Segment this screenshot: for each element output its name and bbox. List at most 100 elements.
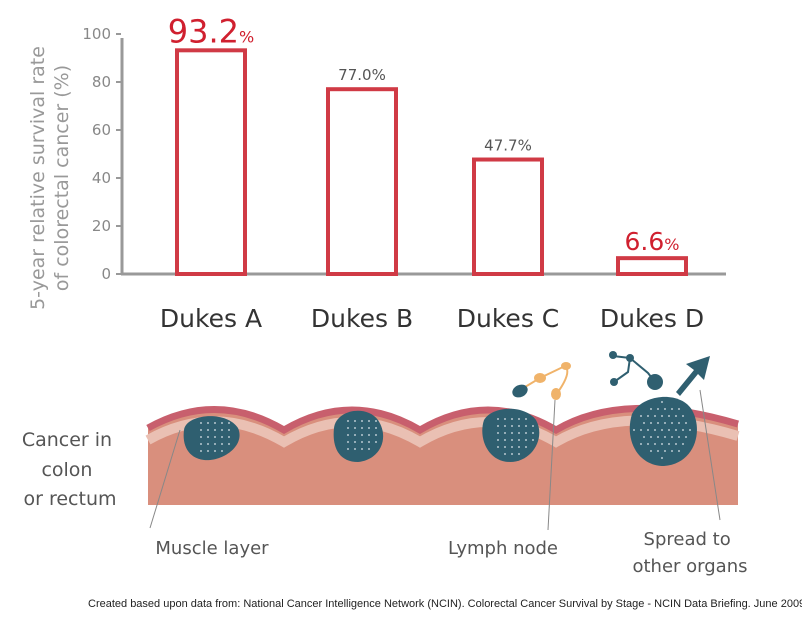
side-label-line1: Cancer in: [22, 429, 112, 451]
bar-value-percent: %: [239, 27, 254, 46]
bar-value-percent: %: [664, 235, 679, 254]
y-axis-label-line2: of colorectal cancer (%): [51, 65, 73, 291]
y-tick-label: 60: [92, 121, 111, 139]
y-tick-label: 0: [101, 265, 111, 283]
tumour-dot: [647, 443, 649, 445]
y-axis-label-line1: 5-year relative survival rate: [27, 46, 49, 310]
side-label: Cancer in colon or rectum: [22, 429, 118, 510]
source-footnote: Created based upon data from: National C…: [88, 598, 802, 610]
tumour-dot: [354, 420, 356, 422]
tumour-dot: [532, 439, 534, 441]
tumour-dot: [661, 415, 663, 417]
tumour-dot: [682, 429, 684, 431]
spread-label-line2: other organs: [632, 556, 747, 577]
tumour-dot: [689, 429, 691, 431]
colon-illustration: [145, 351, 740, 531]
lymph-node-icon: [534, 373, 546, 383]
tumour-dot: [657, 408, 659, 410]
tumour-dot: [347, 434, 349, 436]
cancer-cell-icon: [512, 384, 528, 398]
tumour-dot: [354, 434, 356, 436]
bar-value-label: 77.0%: [338, 66, 386, 84]
bar-value-percent: %: [518, 137, 532, 155]
tumour-dot: [504, 425, 506, 427]
tumour-dot: [207, 436, 209, 438]
tumour-dot: [354, 448, 356, 450]
tumour-dot: [675, 415, 677, 417]
lymph-node-label: Lymph node: [448, 538, 558, 559]
tumour-dot: [664, 408, 666, 410]
tumour-dot: [654, 415, 656, 417]
tumour-dot: [518, 439, 520, 441]
tumour-dot: [640, 443, 642, 445]
tumour-dot: [368, 448, 370, 450]
x-category-label: Dukes B: [311, 304, 413, 333]
tumour-dot: [228, 436, 230, 438]
tumour-dot: [518, 453, 520, 455]
tumour-dot: [678, 436, 680, 438]
tumour-dot: [525, 446, 527, 448]
tumour-dot: [207, 422, 209, 424]
tumour-dot: [504, 439, 506, 441]
bar-value-percent: %: [372, 66, 386, 84]
tumour-dot: [678, 450, 680, 452]
tumour-dot: [361, 448, 363, 450]
tumour-dot: [221, 443, 223, 445]
tumour-dot: [347, 441, 349, 443]
tumour-dot: [664, 450, 666, 452]
tumour-dot: [497, 439, 499, 441]
tumour-dot: [214, 450, 216, 452]
tumour-dot: [368, 441, 370, 443]
tumour-dot: [511, 453, 513, 455]
tumour-dot: [668, 443, 670, 445]
tumour-dot: [511, 432, 513, 434]
tumour-stage-d: [629, 396, 697, 466]
tumour-dot: [682, 415, 684, 417]
tumour-dot: [518, 425, 520, 427]
tumour-dot: [511, 418, 513, 420]
tumour-dot: [685, 436, 687, 438]
tumour-dot: [511, 425, 513, 427]
tumour-dot: [200, 450, 202, 452]
bar-4: [616, 256, 688, 277]
x-category-label: Dukes A: [160, 304, 262, 333]
tumour-dot: [368, 427, 370, 429]
tumour-dot: [361, 427, 363, 429]
tumour-dot: [647, 429, 649, 431]
tumour-dot: [671, 408, 673, 410]
tumour-dot: [657, 436, 659, 438]
tumour-dot: [228, 429, 230, 431]
tumour-dot: [640, 415, 642, 417]
tumour-dot: [214, 443, 216, 445]
bar-value-number: 6.6: [625, 227, 665, 256]
tumour-dot: [518, 418, 520, 420]
tumour-dot: [221, 450, 223, 452]
tumour-dot: [633, 429, 635, 431]
tumour-dot: [675, 429, 677, 431]
tumour-dot: [525, 439, 527, 441]
spread-label-line1: Spread to: [644, 529, 731, 550]
tumour-dot: [497, 418, 499, 420]
tumour-dot: [682, 443, 684, 445]
tumour-dot: [375, 441, 377, 443]
lymph-node-icon: [551, 388, 561, 400]
tumour-dot: [214, 429, 216, 431]
tumour-dot: [228, 422, 230, 424]
tumour-dot: [643, 436, 645, 438]
tumour-dot: [347, 420, 349, 422]
tumour-dot: [207, 443, 209, 445]
tumour-dot: [497, 432, 499, 434]
side-label-line2: colon: [41, 459, 92, 481]
tumour-dot: [207, 429, 209, 431]
tumour-dot: [525, 432, 527, 434]
tumour-dot: [214, 436, 216, 438]
bar-value-label: 47.7%: [484, 137, 532, 155]
tumour-dot: [525, 418, 527, 420]
tumour-dot: [532, 432, 534, 434]
bar-value-label: 93.2%: [168, 12, 254, 50]
tumour-dot: [661, 429, 663, 431]
tumour-dot: [200, 429, 202, 431]
tumour-stage-c: [482, 408, 540, 462]
tumour-dot: [678, 408, 680, 410]
spread-arrow-icon: [676, 356, 710, 396]
